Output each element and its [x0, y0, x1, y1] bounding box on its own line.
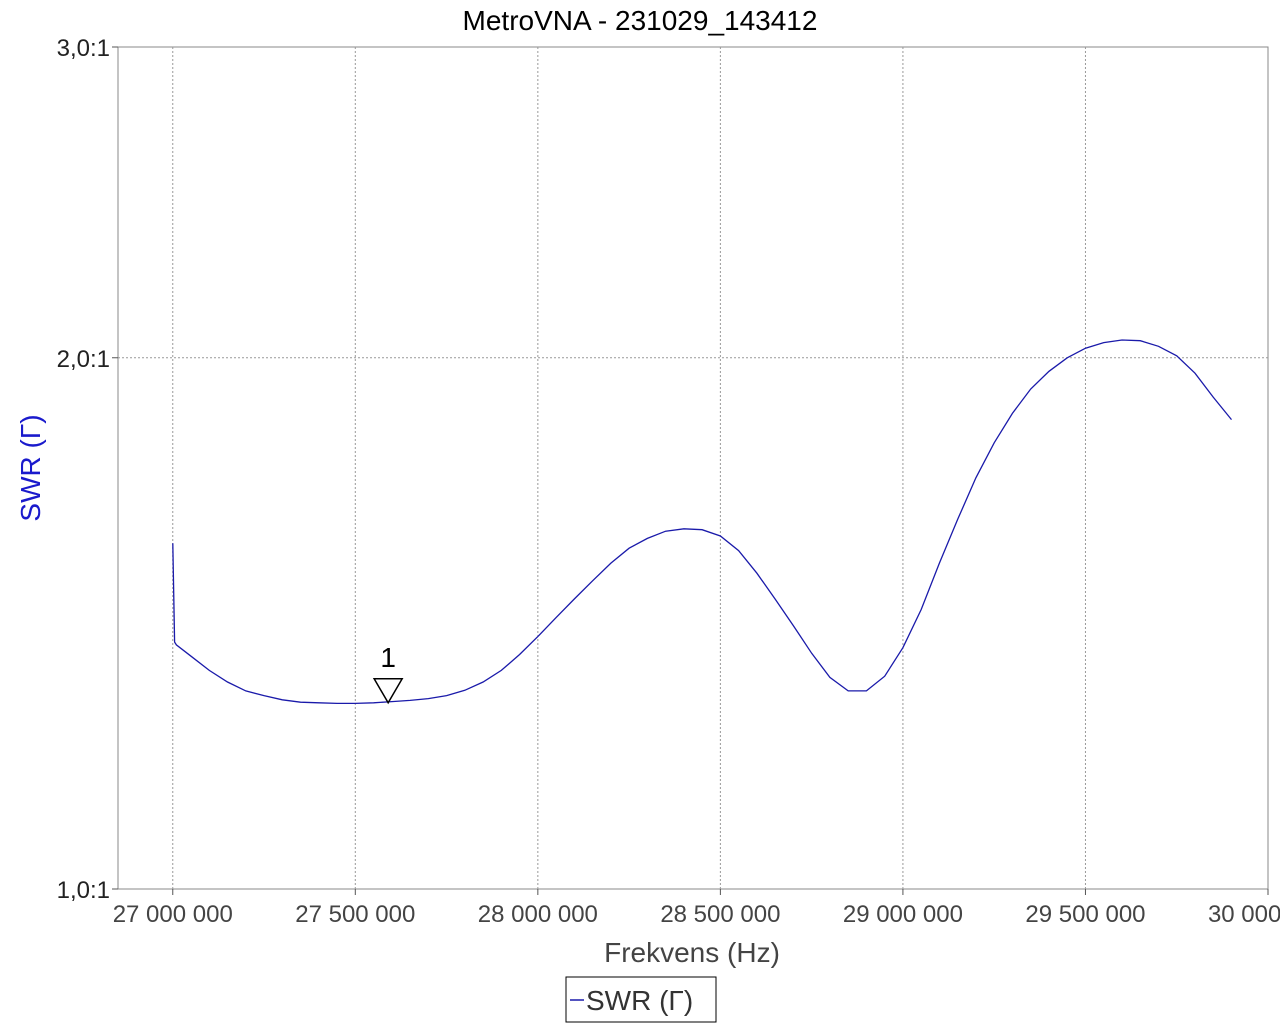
x-tick-label: 27 000 000 [113, 901, 233, 928]
swr-series-line [172, 339, 1233, 705]
grid-lines [118, 47, 1268, 889]
y-tick-label: 2,0:1 [57, 346, 110, 373]
marker-triangle [372, 678, 404, 705]
y-tick-label: 1,0:1 [57, 877, 110, 904]
legend-label: SWR (Γ) [586, 985, 693, 1016]
x-tick-label: 27 500 000 [295, 901, 415, 928]
y-tick-label: 3,0:1 [57, 35, 110, 62]
x-tick-label: 28 000 000 [478, 901, 598, 928]
legend-box [565, 976, 717, 1023]
marker-layer: 1 [372, 642, 404, 705]
marker-label: 1 [380, 642, 396, 673]
x-axis: 27 000 000 27 500 000 28 000 000 28 500 000… [113, 889, 1280, 928]
y-axis: 1,0:1 2,0:1 3,0:1 [57, 35, 118, 904]
x-tick-label: 30 000 000 [1208, 901, 1280, 928]
x-tick-label: 28 500 000 [660, 901, 780, 928]
y-axis-label: SWR (Γ) [15, 414, 46, 521]
plot-area [117, 46, 1269, 890]
x-tick-label: 29 000 000 [843, 901, 963, 928]
x-tick-label: 29 500 000 [1025, 901, 1145, 928]
x-axis-label: Frekvens (Hz) [604, 937, 780, 968]
chart-title: MetroVNA - 231029_143412 [463, 5, 818, 36]
legend: SWR (Γ) [565, 976, 717, 1023]
